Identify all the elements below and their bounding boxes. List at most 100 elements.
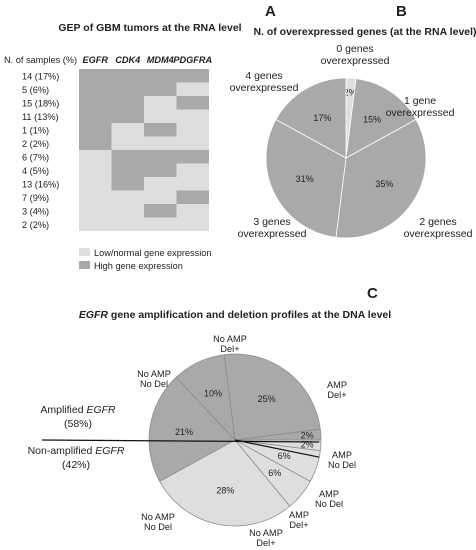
pie-c-slice-value: 6% (278, 451, 291, 461)
pie-c-title-gene: EGFR (79, 309, 109, 321)
heatmap-cell (79, 190, 112, 204)
heatmap-row-label: 7 (9%) (22, 193, 49, 203)
pie-c-slice-label: AMP (327, 380, 347, 390)
heatmap-row-labels: 14 (17%) 5 (6%) 15 (18%) 11 (13%) 1 (1%) 2 (2… (22, 71, 59, 230)
heatmap-row-label: 3 (4%) (22, 206, 49, 216)
heatmap-column-header: PDGFRA (173, 55, 212, 65)
pie-c-slice-label: AMP (332, 450, 352, 460)
pie-c-slice-label: No Del (328, 460, 356, 470)
heatmap-cell (111, 204, 144, 218)
heatmap-cell (176, 190, 209, 204)
pie-c-slice-label: No AMP (213, 334, 247, 344)
pie-b-title: N. of overexpressed genes (at the RNA le… (253, 26, 476, 38)
heatmap-cell (111, 96, 144, 110)
heatmap-cell (111, 150, 144, 164)
pie-c-slice-value: 10% (204, 388, 222, 398)
group-label-text: Amplified (40, 404, 86, 416)
heatmap-cell (79, 109, 112, 123)
heatmap-cell (144, 69, 177, 83)
pie-b-slice-value: 2% (344, 88, 357, 98)
heatmap-column-header: CDK4 (115, 55, 140, 65)
pie-c-group-label: Non-amplified EGFR (28, 445, 125, 457)
group-divider (234, 439, 320, 458)
heatmap-cell (144, 109, 177, 123)
legend-swatch (79, 261, 90, 269)
panel-c: C EGFR gene amplification and deletion p… (28, 285, 392, 548)
pie-b-slice-label: 1 gene (404, 95, 436, 107)
pie-c-slice-label: Del+ (220, 344, 239, 354)
pie-c-slice (148, 376, 236, 482)
heatmap-cell (111, 69, 144, 83)
pie-c-slice (159, 439, 291, 527)
pie-b-slice-label: 3 genes (253, 216, 290, 228)
pie-b-slice (275, 77, 347, 159)
heatmap-cell (176, 123, 209, 137)
pie-c-group-pct: (58%) (64, 418, 92, 430)
pie-c-group-label: Amplified EGFR (40, 404, 116, 416)
heatmap-cell (176, 82, 209, 96)
heatmap-row-label: 2 (2%) (22, 139, 49, 149)
pie-c-slice-label: No Del (315, 499, 343, 509)
pie-b-slice-label: 4 genes (245, 70, 282, 82)
pie-c-slice-label: No AMP (141, 512, 175, 522)
heatmap-title: GEP of GBM tumors at the RNA level (58, 22, 241, 34)
pie-c-slice-label: Del+ (289, 520, 308, 530)
heatmap-cell (79, 69, 112, 83)
heatmap-cell (111, 163, 144, 177)
heatmap-cell (144, 96, 177, 110)
panel-b-letter: B (396, 3, 407, 20)
pie-b-slice-value: 15% (363, 115, 381, 125)
pie-b-slice-label: 0 genes (336, 43, 373, 55)
heatmap-cells (79, 69, 209, 231)
pie-c-slice-value: 21% (175, 427, 193, 437)
heatmap-cell (144, 163, 177, 177)
group-divider (41, 439, 320, 443)
pie-b-slice-label: 2 genes (419, 216, 456, 228)
pie-c-slice-label: AMP (319, 489, 339, 499)
heatmap-cell (144, 204, 177, 218)
heatmap-cell (111, 123, 144, 137)
heatmap-row-label: 15 (18%) (22, 98, 59, 108)
heatmap-cell (111, 136, 144, 150)
pie-b-slice-label: overexpressed (238, 228, 307, 240)
pie-c-slice (223, 353, 321, 441)
pie-c-slice-label: No Del (144, 522, 172, 532)
pie-c-slice-label: No AMP (249, 528, 283, 538)
pie-b-slice-label: overexpressed (321, 55, 390, 67)
legend-swatch (79, 248, 90, 256)
pie-c-slice-label: Del+ (327, 390, 346, 400)
heatmap-cell (176, 69, 209, 83)
heatmap-legend: Low/normal gene expression High gene expr… (79, 248, 211, 271)
heatmap-column-headers: EGFR CDK4 MDM4 PDGFRA (82, 55, 212, 65)
pie-b-slice-value: 35% (375, 179, 393, 189)
heatmap-row-label: 6 (7%) (22, 152, 49, 162)
pie-c-slice-label: No AMP (137, 369, 171, 379)
group-label-text: Non-amplified (28, 445, 96, 457)
pie-b-slice-label: overexpressed (404, 228, 473, 240)
panel-b: B N. of overexpressed genes (at the RNA … (230, 3, 476, 240)
heatmap-row-header: N. of samples (%) (4, 55, 77, 65)
heatmap-row-label: 11 (13%) (22, 112, 59, 122)
pie-c-slice-value: 25% (258, 394, 276, 404)
heatmap-cell (79, 136, 112, 150)
panel-a: A GEP of GBM tumors at the RNA level N. … (4, 3, 276, 271)
pie-b-slice-value: 17% (313, 113, 331, 123)
pie-c-slice-value: 28% (216, 486, 234, 496)
heatmap-cell (176, 177, 209, 191)
pie-c-slice-label: Del+ (256, 538, 275, 548)
heatmap-column-header: EGFR (82, 55, 108, 65)
heatmap-row-label: 2 (2%) (22, 220, 49, 230)
pie-c-slice-value: 6% (268, 468, 281, 478)
heatmap-cell (111, 177, 144, 191)
heatmap-row-label: 1 (1%) (22, 125, 49, 135)
heatmap-cell (111, 82, 144, 96)
heatmap-cell (144, 82, 177, 96)
heatmap-cell (111, 109, 144, 123)
heatmap-cell (176, 204, 209, 218)
heatmap-cell (79, 82, 112, 96)
heatmap-cell (176, 109, 209, 123)
pie-b-slice-value: 31% (296, 174, 314, 184)
